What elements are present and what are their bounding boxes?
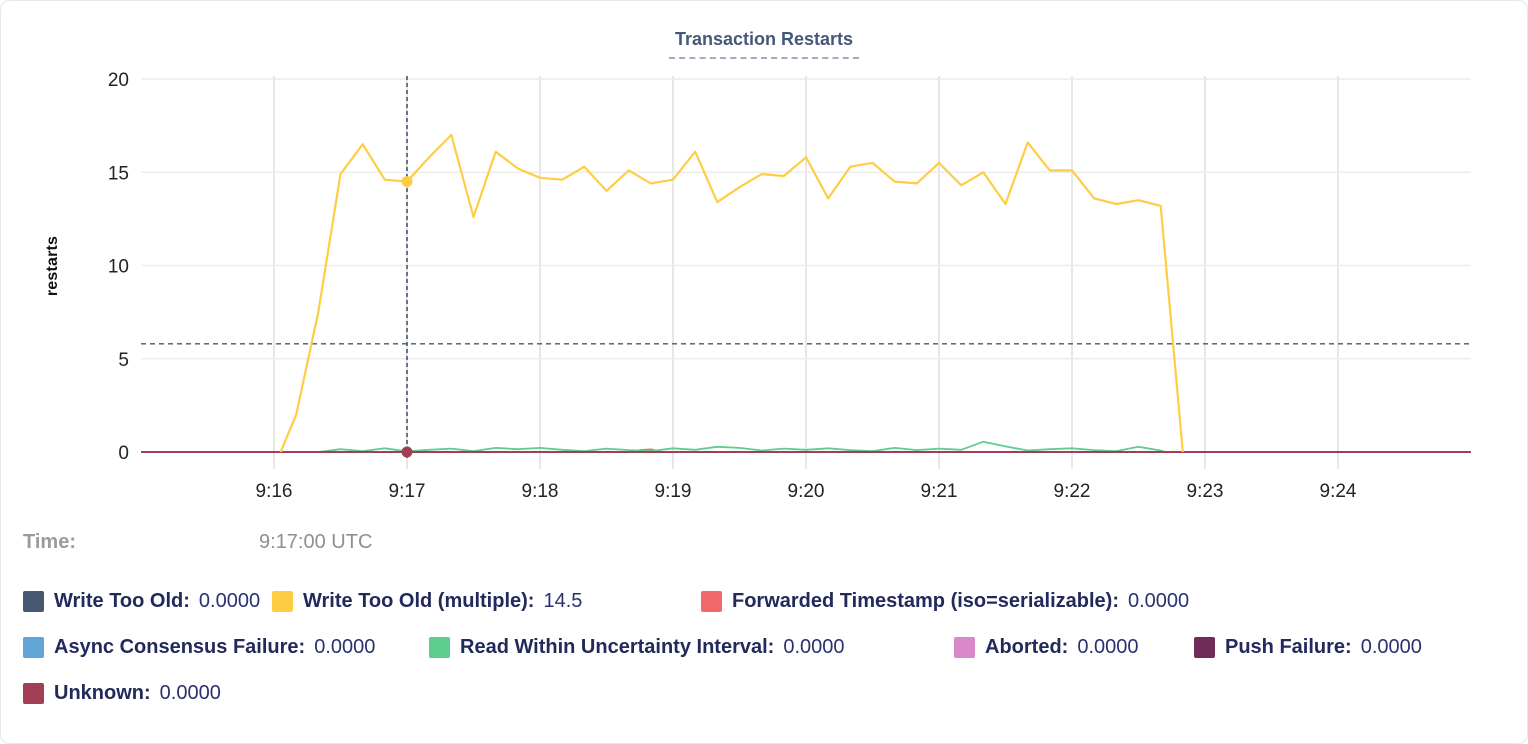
tooltip-time-row: Time: 9:17:00 UTC xyxy=(1,531,1527,555)
legend-series-label: Unknown: xyxy=(54,681,151,704)
legend-item: Unknown: 0.0000 xyxy=(23,682,221,704)
chart-canvas[interactable]: 9:16 9:17 9:18 9:19 9:20 9:21 9:22 9:23 9:24 0 5 10… xyxy=(1,1,1528,521)
x-tick-label: 9:19 xyxy=(655,481,692,502)
legend-series-label: Read Within Uncertainty Interval: xyxy=(460,635,775,658)
legend-series-label: Aborted: xyxy=(985,635,1069,658)
legend-item: Write Too Old: 0.0000 xyxy=(23,590,260,612)
legend-swatch-icon xyxy=(429,636,450,658)
legend-swatch-icon xyxy=(23,636,44,658)
y-tick-label: 5 xyxy=(118,350,129,371)
legend-item: Read Within Uncertainty Interval: 0.0000 xyxy=(429,636,845,658)
tooltip-time-label: Time: xyxy=(23,531,76,553)
legend-series-label: Push Failure: xyxy=(1225,635,1352,658)
y-tick-label: 10 xyxy=(108,257,129,278)
legend-series-value: 0.0000 xyxy=(1127,589,1190,612)
x-tick-label: 9:17 xyxy=(389,481,426,502)
legend-series-value: 14.5 xyxy=(543,589,583,612)
crosshair-point-icon xyxy=(401,176,413,188)
x-tick-label: 9:23 xyxy=(1187,481,1224,502)
legend-series-label: Async Consensus Failure: xyxy=(54,635,306,658)
legend-item: Push Failure: 0.0000 xyxy=(1194,636,1422,658)
legend-series-value: 0.0000 xyxy=(198,589,261,612)
x-tick-label: 9:16 xyxy=(256,481,293,502)
x-tick-label: 9:21 xyxy=(921,481,958,502)
legend-swatch-icon xyxy=(23,682,44,704)
legend-item: Forwarded Timestamp (iso=serializable): 0… xyxy=(701,590,1189,612)
crosshair-point-icon xyxy=(401,446,413,458)
legend-swatch-icon xyxy=(23,590,44,612)
chart-title[interactable]: Transaction Restarts xyxy=(668,29,860,59)
series-line xyxy=(318,440,1166,453)
legend-series-label: Write Too Old (multiple): xyxy=(303,589,535,612)
legend-series-value: 0.0000 xyxy=(1077,635,1139,658)
x-tick-label: 9:20 xyxy=(788,481,825,502)
tooltip-time-value: 9:17:00 UTC xyxy=(259,531,373,553)
legend-series-value: 0.0000 xyxy=(314,635,376,658)
legend-item: Aborted: 0.0000 xyxy=(954,636,1139,658)
x-tick-label: 9:22 xyxy=(1054,481,1091,502)
legend-series-label: Write Too Old: xyxy=(54,589,190,612)
legend-swatch-icon xyxy=(954,636,975,658)
y-tick-label: 20 xyxy=(108,70,129,91)
x-tick-label: 9:24 xyxy=(1320,481,1357,502)
legend-swatch-icon xyxy=(701,590,722,612)
legend-swatch-icon xyxy=(1194,636,1215,658)
legend-series-label: Forwarded Timestamp (iso=serializable): xyxy=(732,589,1119,612)
series-line xyxy=(279,133,1184,453)
legend-item: Write Too Old (multiple): 14.5 xyxy=(272,590,582,612)
x-tick-label: 9:18 xyxy=(522,481,559,502)
legend-series-value: 0.0000 xyxy=(1360,635,1422,658)
y-tick-label: 15 xyxy=(108,163,129,184)
legend-item: Async Consensus Failure: 0.0000 xyxy=(23,636,375,658)
y-tick-label: 0 xyxy=(118,443,129,464)
legend-series-value: 0.0000 xyxy=(159,681,221,704)
legend-swatch-icon xyxy=(272,590,293,612)
legend-series-value: 0.0000 xyxy=(783,635,845,658)
